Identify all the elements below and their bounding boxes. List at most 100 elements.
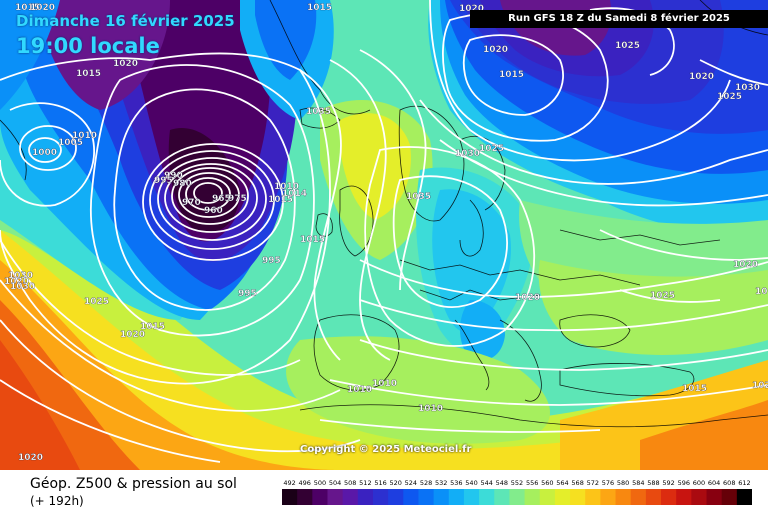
isobar-label: 1015 (300, 235, 325, 245)
legend-tick-label: 536 (450, 479, 462, 487)
legend-tick-label: 544 (480, 479, 492, 487)
legend-colour-swatch (645, 489, 662, 505)
isobar-label: 995 (262, 256, 281, 266)
isobar-label: 990 (164, 171, 183, 181)
isobar-label: 975 (228, 194, 247, 204)
legend-tick-label: 568 (571, 479, 583, 487)
legend-colour-swatch (418, 489, 435, 505)
isobar-label: 1015 (307, 3, 332, 13)
model-run-info: Run GFS 18 Z du Samedi 8 février 2025 (470, 10, 768, 28)
isobar-label: 1015 (682, 384, 707, 394)
isobar-label: 1010 (418, 404, 443, 414)
isobar-label: 1015 (140, 322, 165, 332)
isobar-label: 970 (182, 198, 201, 208)
legend-tick-label: 592 (662, 479, 674, 487)
legend-colour-swatch (615, 489, 632, 505)
legend-colour-swatch (433, 489, 450, 505)
legend-colour-swatch (736, 489, 752, 505)
legend-tick-label: 512 (359, 479, 371, 487)
legend-tick-label: 612 (738, 479, 750, 487)
isobar-label: 1025 (650, 291, 675, 301)
isobar-label: 1015 (268, 195, 293, 205)
legend-tick-label: 516 (374, 479, 386, 487)
forecast-lead-time: (+ 192h) (30, 494, 84, 508)
legend-tick-label: 548 (496, 479, 508, 487)
isobar-label: 1020 (689, 72, 714, 82)
isobar-label: 960 (204, 206, 223, 216)
legend-tick-label: 556 (526, 479, 538, 487)
isobar-label: 1014 (282, 189, 307, 199)
legend-colour-swatch (721, 489, 738, 505)
isobar-label: 1025 (615, 41, 640, 51)
isobar-label: 1015 (499, 70, 524, 80)
legend-tick-label: 524 (405, 479, 417, 487)
isobar-label: 1020 (515, 293, 540, 303)
isobar-label: 1020 (18, 453, 43, 463)
isobar-label: 1025 (717, 92, 742, 102)
legend-tick-label: 492 (283, 479, 295, 487)
legend-colour-swatch (463, 489, 480, 505)
legend-colour-swatch (479, 489, 495, 505)
legend-tick-label: 588 (647, 479, 659, 487)
isobar-label: 995 (238, 289, 257, 299)
isobar-label: 995 (154, 176, 173, 186)
isobar-label: 1010 (347, 385, 372, 395)
isobar-label: 1015 (76, 69, 101, 79)
legend-colour-swatch (509, 489, 526, 505)
legend-colour-swatch (388, 489, 404, 505)
isobar-label: 1015 (15, 3, 40, 13)
legend-colour-swatch (312, 489, 328, 505)
isobars (0, 0, 768, 463)
legend-colour-swatch (706, 489, 723, 505)
legend-colour-swatch (448, 489, 465, 505)
legend-colour-swatch (570, 489, 586, 505)
isobar-label: 1020 (483, 45, 508, 55)
isobar-label: 1010 (274, 182, 299, 192)
copyright-notice: Copyright © 2025 Meteociel.fr (300, 444, 472, 455)
isobar-label: 1030 (735, 83, 760, 93)
legend-colour-swatch (372, 489, 389, 505)
isobar-label: 1020 (120, 330, 145, 340)
legend-tick-label: 552 (511, 479, 523, 487)
isobar-label: 1030 (8, 271, 33, 281)
legend-tick-label: 528 (420, 479, 432, 487)
legend-colour-swatch (600, 489, 617, 505)
isobar-label: 980 (173, 179, 192, 189)
isobar-label: 1030 (10, 282, 35, 292)
legend-tick-label: 576 (602, 479, 614, 487)
legend-tick-label: 496 (299, 479, 311, 487)
isobar-label: 1030 (455, 149, 480, 159)
isobar-label: 1020 (733, 260, 758, 270)
legend-colour-swatch (297, 489, 313, 505)
legend-colour-swatch (342, 489, 359, 505)
legend-tick-label: 580 (617, 479, 629, 487)
legend-tick-label: 572 (587, 479, 599, 487)
isobar-label: 1020 (30, 3, 55, 13)
isobar-label: 1035 (406, 192, 431, 202)
isobar-label: 1020 (459, 4, 484, 14)
legend-colour-swatch (539, 489, 556, 505)
legend-tick-label: 600 (693, 479, 705, 487)
isobar-label: 1010 (372, 379, 397, 389)
legend-tick-label: 504 (329, 479, 341, 487)
legend-colour-swatch (585, 489, 601, 505)
isobar-label: 1005 (58, 138, 83, 148)
coastlines (0, 0, 768, 428)
isobar-label: 965 (212, 194, 231, 204)
legend-colour-swatch (327, 489, 344, 505)
isobar-label: 1025 (479, 144, 504, 154)
legend-colour-swatch (403, 489, 419, 505)
colour-scale-legend: 492 496 500 504 508 512 516 520 524 528 532 536 540 5… (282, 479, 752, 505)
legend-tick-label: 520 (389, 479, 401, 487)
legend-tick-label: 560 (541, 479, 553, 487)
isobar-label: 1020 (4, 277, 29, 287)
forecast-local-time: 19:00 locale (16, 34, 160, 58)
legend-tick-label: 532 (435, 479, 447, 487)
legend-colour-swatch (661, 489, 677, 505)
legend-tick-label: 564 (556, 479, 568, 487)
forecast-date: Dimanche 16 février 2025 (16, 12, 235, 30)
isobar-label: 1000 (32, 148, 57, 158)
isobar-label: 1035 (306, 107, 331, 117)
